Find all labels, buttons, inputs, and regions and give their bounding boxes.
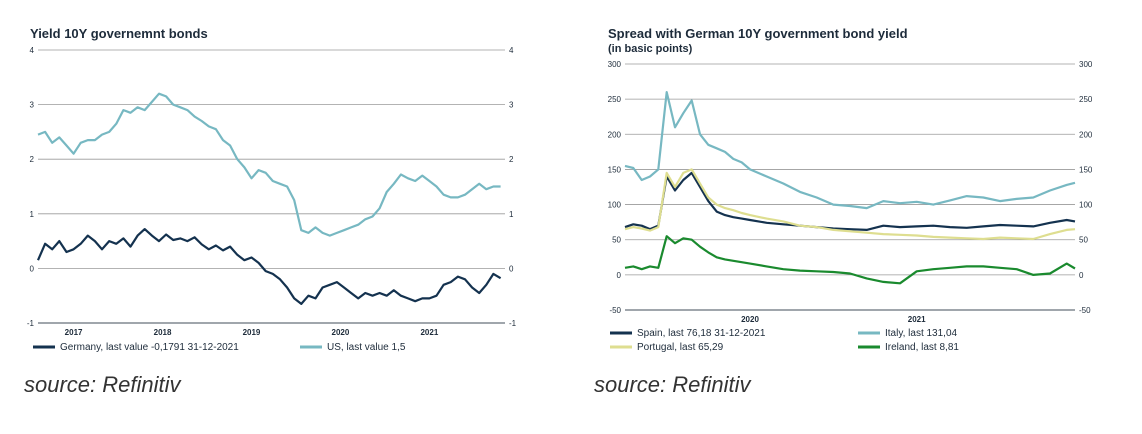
x-tick-label: 2018 (154, 328, 172, 337)
y-tick-label-right: 2 (509, 155, 514, 164)
legend-label: Spain, last 76,18 31-12-2021 (637, 328, 766, 339)
yield-chart-panel: Yield 10Y governemnt bonds -1 -1 0 0 1 1 2 2 3 3 4… (0, 0, 560, 434)
y-tick-label: 3 (30, 101, 35, 110)
chart-title: Spread with German 10Y government bond y… (608, 26, 908, 41)
legend-label: Ireland, last 8,81 (885, 342, 959, 353)
chart-source: source: Refinitiv (24, 372, 181, 397)
yield-chart: -1 -1 0 0 1 1 2 2 3 3 4 4 2017 2018 2019 2020 2021 German… (27, 46, 517, 353)
y-tick-label: 4 (30, 46, 35, 55)
series-line-3 (624, 168, 1076, 241)
legend-label: Italy, last 131,04 (885, 328, 958, 339)
x-tick-label: 2021 (420, 328, 438, 337)
y-tick-label-right: 1 (509, 210, 514, 219)
y-tick-label-right: 0 (1079, 271, 1084, 280)
y-tick-label-right: 200 (1079, 130, 1093, 139)
y-tick-label: -1 (27, 319, 35, 328)
y-tick-label-right: 4 (509, 46, 514, 55)
y-tick-label: 2 (30, 155, 35, 164)
y-tick-label: -50 (609, 306, 621, 315)
y-tick-label-right: -1 (509, 319, 517, 328)
legend-label: Germany, last value -0,1791 31-12-2021 (60, 342, 239, 353)
y-tick-label-right: 150 (1079, 165, 1093, 174)
y-tick-label-right: 250 (1079, 95, 1093, 104)
x-tick-label: 2017 (65, 328, 83, 337)
y-tick-label: 1 (30, 210, 35, 219)
x-tick-label: 2020 (332, 328, 350, 337)
chart-title: Yield 10Y governemnt bonds (30, 26, 208, 41)
series-line-2 (37, 92, 501, 237)
chart-subtitle: (in basic points) (608, 43, 693, 55)
y-tick-label: 150 (608, 165, 622, 174)
y-tick-label: 200 (608, 130, 622, 139)
y-tick-label-right: 3 (509, 101, 514, 110)
legend-label: US, last value 1,5 (327, 342, 406, 353)
y-tick-label-right: -50 (1079, 306, 1091, 315)
y-tick-label: 300 (608, 60, 622, 69)
series-line-1 (624, 171, 1076, 231)
y-tick-label: 100 (608, 201, 622, 210)
y-tick-label: 0 (30, 264, 35, 273)
y-tick-label-right: 100 (1079, 201, 1093, 210)
x-tick-label: 2019 (243, 328, 261, 337)
spread-chart: -50 -50 0 0 50 50 100 100 150 150 200 200 250 250 300 3… (608, 60, 1093, 353)
series-line-1 (36, 228, 502, 305)
y-tick-label-right: 50 (1079, 236, 1088, 245)
y-tick-label: 50 (612, 236, 621, 245)
chart-source: source: Refinitiv (594, 372, 751, 397)
y-tick-label-right: 0 (509, 264, 514, 273)
y-tick-label: 250 (608, 95, 622, 104)
y-tick-label: 0 (617, 271, 622, 280)
series-line-4 (624, 235, 1076, 285)
series-line-2 (624, 90, 1076, 210)
x-tick-label: 2021 (908, 315, 926, 324)
x-tick-label: 2020 (741, 315, 759, 324)
legend-label: Portugal, last 65,29 (637, 342, 724, 353)
y-tick-label-right: 300 (1079, 60, 1093, 69)
spread-chart-panel: Spread with German 10Y government bond y… (570, 0, 1142, 434)
